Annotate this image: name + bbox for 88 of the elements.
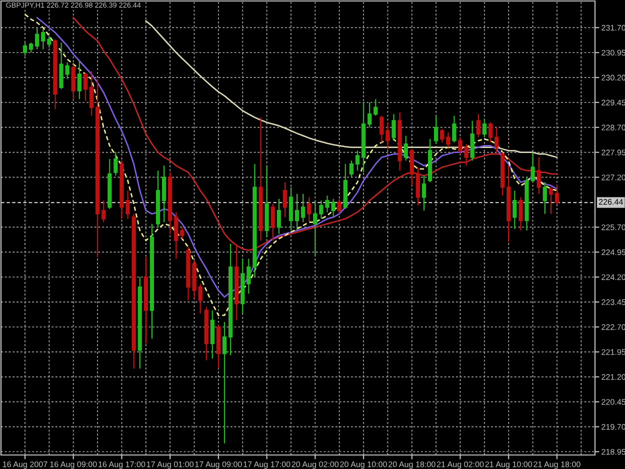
candlestick — [368, 102, 372, 128]
candlestick — [162, 165, 166, 223]
candlestick — [83, 72, 88, 102]
x-tick-label: 16 Aug 17:00 — [98, 461, 146, 469]
candlestick — [264, 165, 269, 238]
candlestick — [398, 112, 402, 172]
candlestick — [355, 150, 360, 172]
candlestick — [41, 28, 46, 50]
candlestick — [386, 122, 390, 150]
candlestick — [276, 198, 281, 234]
candlestick — [416, 166, 420, 206]
candlestick — [258, 116, 263, 242]
x-tick-label: 16 Aug 2007 — [2, 461, 48, 469]
candlestick — [422, 175, 426, 212]
candlestick — [108, 158, 112, 210]
candlestick — [374, 98, 378, 116]
x-tick-label: 20 Aug 10:00 — [340, 461, 387, 469]
candlestick — [554, 184, 560, 205]
candlestick — [53, 38, 58, 110]
x-tick-label: 17 Aug 01:00 — [146, 461, 194, 469]
candlestick — [446, 132, 450, 148]
candlestick — [470, 120, 474, 162]
candlestick — [102, 200, 106, 223]
candlestick — [144, 256, 148, 344]
candlestick — [22, 42, 28, 56]
candlestick — [210, 310, 214, 360]
candlestick — [288, 186, 294, 232]
candlestick — [204, 306, 208, 361]
candlestick — [452, 115, 456, 143]
candlestick — [542, 182, 547, 214]
candlestick — [410, 148, 414, 186]
candlestick — [174, 212, 178, 260]
candlestick — [222, 321, 227, 444]
candlestick — [150, 223, 154, 340]
candlestick — [404, 135, 408, 162]
candlestick — [548, 186, 553, 214]
candlestick — [392, 114, 396, 142]
candlestick — [246, 258, 251, 294]
x-tick-label: 17 Aug 09:00 — [195, 461, 242, 469]
candlestick — [234, 244, 239, 321]
candlestick — [114, 152, 118, 176]
x-tick-label: 17 Aug 17:00 — [244, 461, 290, 469]
x-tick-label: 16 Aug 09:00 — [50, 461, 97, 469]
line-series — [72, 16, 558, 252]
candlestick — [282, 182, 288, 218]
candlestick — [313, 200, 318, 256]
candlestick — [343, 163, 348, 210]
candlestick — [216, 324, 221, 370]
candlestick — [482, 118, 486, 138]
candlestick — [337, 198, 342, 214]
candlestick — [380, 115, 384, 143]
candlestick — [294, 193, 300, 232]
candlestick — [71, 64, 76, 100]
candlestick — [512, 190, 517, 230]
x-tick-label: 21 Aug 10:00 — [485, 461, 532, 469]
candlestick — [301, 193, 306, 223]
candlestick — [440, 128, 444, 143]
candlestick — [89, 70, 94, 116]
candlestick — [536, 156, 541, 194]
candlestick — [488, 122, 493, 143]
candlestick — [28, 42, 34, 54]
candlestick — [494, 126, 499, 153]
line-series — [145, 20, 558, 158]
candlestick — [77, 60, 82, 100]
candlestick — [349, 160, 354, 178]
candlestick — [132, 213, 136, 370]
candlestick — [518, 196, 523, 232]
candlestick — [138, 276, 142, 370]
candlestick — [270, 203, 275, 242]
x-tick-label: 20 Aug 18:00 — [388, 461, 436, 469]
candlestick — [252, 163, 257, 278]
candlestick — [428, 138, 432, 183]
candlestick — [228, 243, 233, 356]
candlestick — [434, 115, 438, 145]
candlestick — [307, 196, 312, 223]
x-tick-label: 21 Aug 18:00 — [534, 461, 580, 469]
candlestick — [180, 226, 184, 240]
ref-line-label: 226.44 — [598, 199, 623, 205]
candlestick — [156, 170, 160, 228]
candlestick — [476, 114, 480, 138]
candlestick — [47, 35, 52, 48]
candlestick — [361, 102, 366, 173]
x-tick-label: 21 Aug 02:00 — [436, 461, 484, 469]
candlestick — [35, 27, 40, 50]
candlestick — [506, 165, 511, 243]
x-tick-label: 20 Aug 02:00 — [292, 461, 339, 469]
candlestick — [240, 258, 245, 314]
candlestick — [168, 172, 172, 234]
